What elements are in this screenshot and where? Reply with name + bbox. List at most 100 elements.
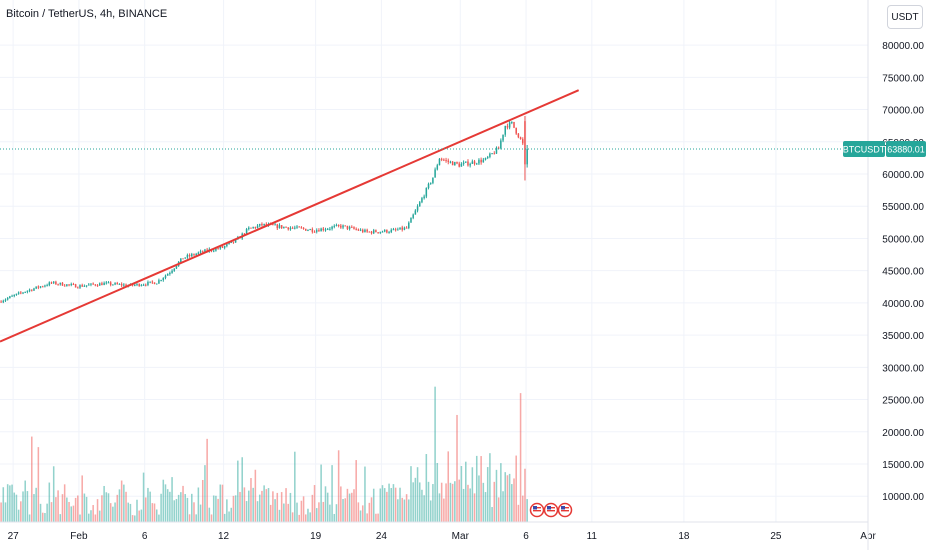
volume-bar — [403, 499, 406, 522]
candle-body — [436, 165, 439, 170]
x-tick-label: 24 — [376, 531, 388, 542]
volume-bar — [31, 436, 33, 522]
us-flag-icon[interactable] — [543, 502, 559, 518]
candle-body — [502, 134, 504, 141]
candle-body — [61, 282, 64, 286]
trendline[interactable] — [0, 89, 580, 343]
volume-bar — [480, 456, 482, 522]
volume-bar — [261, 490, 263, 522]
candle-body — [372, 230, 375, 234]
volume-bar — [383, 488, 386, 522]
volume-bar — [6, 484, 9, 522]
candle-body — [416, 206, 419, 211]
candle-body — [46, 285, 48, 287]
volume-bar — [217, 498, 219, 522]
candle-body — [418, 202, 421, 207]
volume-bar — [112, 506, 114, 522]
trend-layer[interactable] — [0, 89, 580, 343]
volume-bar — [120, 480, 123, 522]
volume-bar — [197, 487, 200, 522]
candle-body — [355, 228, 357, 230]
volume-bar — [473, 493, 476, 522]
volume-bar — [436, 462, 439, 522]
volume-bar — [274, 499, 276, 522]
candle-body — [392, 229, 395, 231]
currency-button[interactable]: USDT — [887, 5, 923, 29]
candle-body — [79, 285, 81, 288]
y-tick-label: 50000.00 — [882, 234, 924, 245]
candle-body — [215, 248, 217, 251]
candle-body — [432, 177, 434, 183]
volume-bar — [90, 510, 92, 522]
volume-bar — [239, 491, 241, 522]
volume-bar — [144, 497, 147, 522]
candle-body — [451, 161, 454, 166]
candle-body — [467, 161, 469, 166]
candle-body — [324, 229, 327, 231]
volume-bar — [223, 513, 226, 522]
volume-bar — [340, 486, 342, 522]
candle-body — [287, 227, 290, 230]
volume-bar — [427, 481, 430, 522]
candle-body — [72, 284, 75, 286]
volume-bar — [272, 491, 274, 522]
volume-bar — [136, 499, 138, 522]
candle-body — [70, 284, 73, 286]
candle-body — [410, 217, 412, 223]
volume-bar — [513, 478, 515, 522]
candle-body — [294, 227, 296, 229]
volume-bar — [447, 451, 450, 522]
volume-bar — [449, 482, 452, 522]
candle-body — [370, 231, 373, 234]
candle-body — [217, 248, 219, 250]
volume-bar — [296, 502, 298, 522]
candle-body — [223, 246, 226, 248]
candle-body — [164, 275, 167, 278]
candle-body — [381, 231, 384, 233]
candle-body — [188, 254, 191, 257]
volume-bar — [68, 501, 70, 522]
volume-bar — [502, 491, 504, 522]
volume-bar — [522, 495, 524, 522]
candle-body — [484, 157, 487, 160]
volume-bar — [9, 485, 11, 522]
candle-body — [397, 229, 399, 231]
candle-body — [206, 249, 208, 252]
volume-bar — [254, 469, 257, 522]
candle-body — [101, 283, 103, 286]
volume-bar — [241, 457, 243, 522]
volume-bar — [276, 492, 279, 522]
candle-body — [212, 250, 215, 252]
volume-bar — [109, 503, 112, 522]
symbol-tag-box — [843, 140, 885, 157]
event-layer[interactable] — [529, 502, 573, 518]
volume-bar — [489, 453, 491, 522]
candle-body — [6, 298, 9, 300]
candle-body — [96, 285, 99, 287]
volume-bar — [388, 483, 390, 522]
volume-bar — [24, 480, 26, 522]
volume-bar — [41, 512, 44, 522]
candle-body — [248, 227, 250, 230]
candle-body — [364, 229, 366, 233]
candle-body — [59, 282, 62, 285]
volume-bar — [201, 480, 204, 522]
volume-bar — [278, 509, 281, 522]
volume-bar — [357, 502, 360, 522]
volume-bar — [250, 478, 252, 522]
y-tick-label: 80000.00 — [882, 41, 924, 52]
us-flag-icon[interactable] — [529, 502, 545, 518]
volume-bar — [94, 514, 97, 522]
candle-body — [517, 133, 520, 138]
candle-body — [408, 222, 410, 228]
us-flag-icon[interactable] — [557, 502, 573, 518]
candle-body — [15, 293, 18, 296]
tag-layer: BTCUSDT 63880.01 — [843, 140, 926, 157]
candle-body — [375, 230, 377, 233]
volume-bar — [372, 488, 375, 522]
candle-body — [526, 148, 528, 165]
volume-bar — [291, 512, 294, 522]
volume-bar — [61, 494, 64, 522]
